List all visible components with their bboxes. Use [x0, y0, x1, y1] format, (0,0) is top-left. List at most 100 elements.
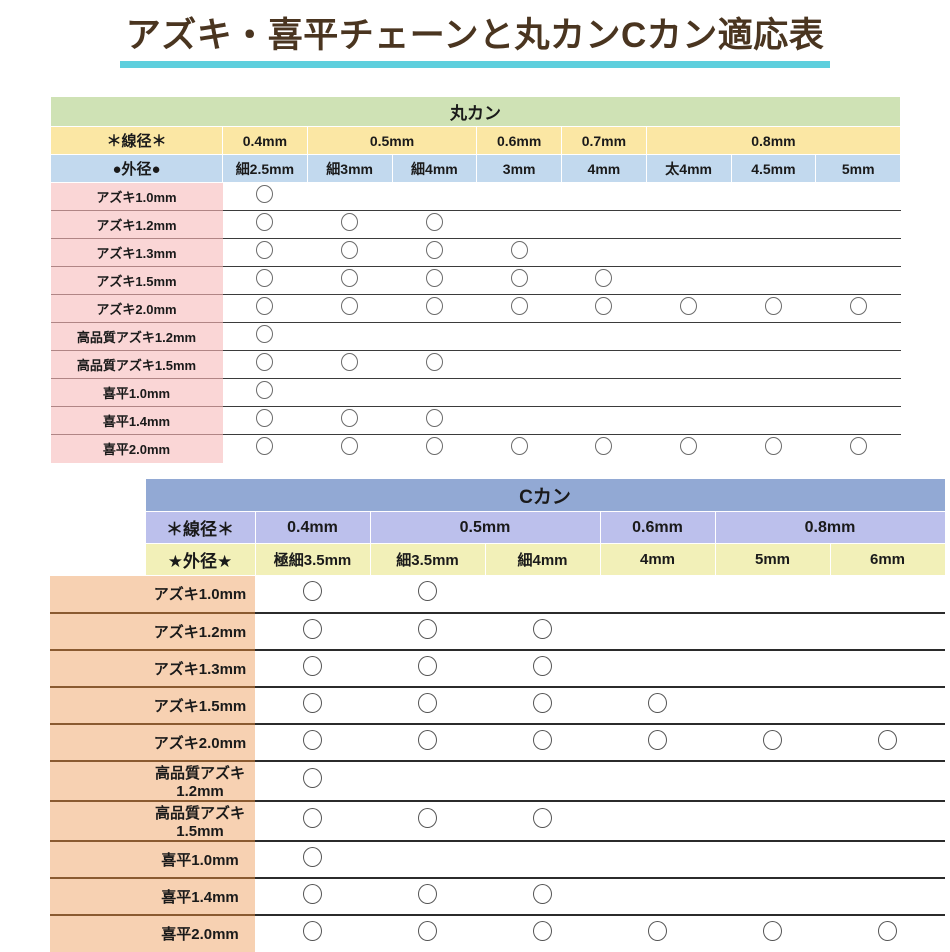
ckan-cell-r2-c5	[830, 648, 946, 687]
marukan-cell-r0-c3	[476, 182, 562, 211]
ckan-cell-r0-c4	[715, 575, 830, 613]
marukan-column-header-5: 太4mm	[645, 154, 732, 183]
ckan-outer-row: ★外径★ 極細3.5mm 細3.5mm 細4mm 4mm 5mm 6mm	[50, 543, 946, 576]
marukan-wire-group-3: 0.7mm	[561, 126, 647, 155]
table-row: アズキ1.0mm	[50, 575, 946, 613]
marukan-cell-r1-c2	[392, 210, 477, 239]
circle-mark-icon	[303, 581, 322, 602]
ckan-cell-r0-c0	[255, 575, 370, 613]
circle-mark-icon	[256, 409, 274, 427]
circle-mark-icon	[418, 921, 437, 941]
circle-mark-icon	[763, 729, 782, 750]
circle-mark-icon	[425, 269, 443, 287]
marukan-cell-r2-c7	[815, 238, 901, 267]
marukan-cell-r5-c3	[476, 322, 562, 351]
marukan-column-header-1: 細3mm	[306, 154, 393, 183]
circle-mark-icon	[256, 325, 274, 343]
table-row: アズキ2.0mm	[50, 722, 946, 761]
marukan-cell-r1-c4	[561, 210, 647, 239]
ckan-row-label-8: 喜平1.4mm	[145, 876, 255, 915]
table-row: 喜平2.0mm	[50, 434, 901, 463]
ckan-cell-r7-c2	[485, 839, 600, 878]
ckan-wire-group-1: 0.5mm	[369, 511, 601, 544]
table-row: アズキ1.5mm	[50, 266, 901, 295]
ckan-cell-r8-c3	[600, 876, 715, 915]
circle-mark-icon	[510, 297, 528, 315]
ckan-row-label-pad-0	[50, 575, 145, 613]
circle-mark-icon	[256, 213, 274, 231]
circle-mark-icon	[256, 381, 274, 399]
ckan-cell-r1-c1	[370, 611, 485, 650]
circle-mark-icon	[256, 437, 274, 456]
marukan-cell-r2-c5	[646, 238, 731, 267]
marukan-cell-r2-c2	[392, 238, 477, 267]
marukan-cell-r0-c6	[731, 182, 816, 211]
circle-mark-icon	[341, 213, 359, 231]
circle-mark-icon	[510, 241, 528, 259]
ckan-cell-r6-c4	[715, 799, 830, 841]
circle-mark-icon	[764, 437, 782, 456]
ckan-cell-r0-c2	[485, 575, 600, 613]
page-title-text: アズキ・喜平チェーンと丸カンCカン適応表	[119, 14, 831, 68]
ckan-cell-r3-c1	[370, 685, 485, 724]
marukan-cell-r5-c4	[561, 322, 647, 351]
ckan-row-label-pad-1	[50, 611, 145, 650]
ckan-cell-r4-c2	[485, 722, 600, 761]
ckan-cell-r8-c1	[370, 876, 485, 915]
marukan-cell-r7-c6	[731, 378, 816, 407]
circle-mark-icon	[533, 618, 552, 639]
ckan-cell-r0-c3	[600, 575, 715, 613]
circle-mark-icon	[425, 353, 443, 371]
marukan-cell-r9-c1	[307, 434, 392, 463]
ckan-cell-r5-c0	[255, 759, 370, 801]
ckan-column-header-0: 極細3.5mm	[254, 543, 371, 576]
marukan-cell-r0-c7	[815, 182, 901, 211]
marukan-cell-r5-c6	[731, 322, 816, 351]
circle-mark-icon	[533, 921, 552, 941]
ckan-column-header-4: 5mm	[714, 543, 831, 576]
marukan-cell-r3-c3	[476, 266, 562, 295]
table-row: 喜平1.0mm	[50, 839, 946, 878]
marukan-cell-r8-c6	[731, 406, 816, 435]
ckan-cell-r8-c4	[715, 876, 830, 915]
marukan-cell-r8-c2	[392, 406, 477, 435]
circle-mark-icon	[425, 409, 443, 427]
table-row: アズキ1.2mm	[50, 210, 901, 239]
circle-mark-icon	[341, 409, 359, 427]
marukan-wire-group-1: 0.5mm	[306, 126, 478, 155]
marukan-cell-r5-c0	[222, 322, 308, 351]
ckan-column-header-1: 細3.5mm	[369, 543, 486, 576]
marukan-cell-r9-c2	[392, 434, 477, 463]
circle-mark-icon	[425, 213, 443, 231]
ckan-cell-r7-c4	[715, 839, 830, 878]
marukan-cell-r4-c7	[815, 294, 901, 323]
ckan-cell-r2-c4	[715, 648, 830, 687]
ckan-cell-r6-c2	[485, 799, 600, 841]
ckan-cell-r9-c5	[830, 913, 946, 952]
ckan-column-header-3: 4mm	[599, 543, 716, 576]
marukan-cell-r6-c1	[307, 350, 392, 379]
circle-mark-icon	[418, 655, 437, 676]
marukan-cell-r0-c4	[561, 182, 647, 211]
ckan-column-header-2: 細4mm	[484, 543, 601, 576]
marukan-cell-r3-c5	[646, 266, 731, 295]
marukan-cell-r7-c7	[815, 378, 901, 407]
table-row: 高品質アズキ1.2mm	[50, 759, 946, 801]
ckan-row-label-pad-4	[50, 722, 145, 761]
marukan-cell-r9-c5	[646, 434, 731, 463]
circle-mark-icon	[341, 437, 359, 456]
circle-mark-icon	[680, 297, 698, 315]
circle-mark-icon	[303, 883, 322, 904]
marukan-row-label-6: 高品質アズキ1.5mm	[50, 350, 223, 379]
circle-mark-icon	[303, 692, 322, 713]
ckan-cell-r4-c5	[830, 722, 946, 761]
marukan-cell-r6-c4	[561, 350, 647, 379]
table-row: 喜平2.0mm	[50, 913, 946, 952]
ckan-wire-spacer	[50, 511, 145, 544]
marukan-cell-r9-c3	[476, 434, 562, 463]
marukan-cell-r9-c6	[731, 434, 816, 463]
circle-mark-icon	[341, 269, 359, 287]
circle-mark-icon	[595, 269, 613, 287]
ckan-wire-group-2: 0.6mm	[599, 511, 716, 544]
marukan-wire-group-0: 0.4mm	[222, 126, 308, 155]
